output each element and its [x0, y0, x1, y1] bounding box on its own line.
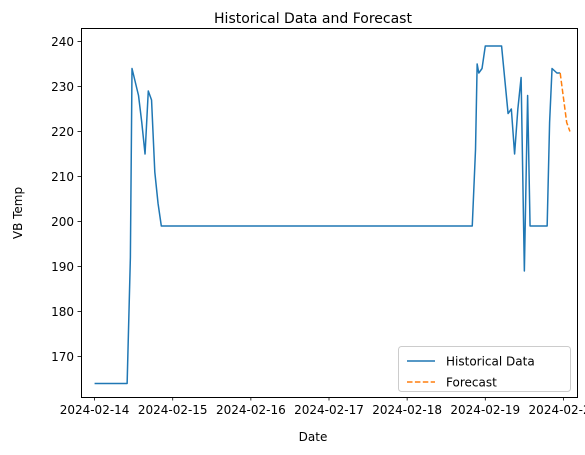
- plot-area: [94, 45, 571, 385]
- y-axis: 170 180 190 200 210 220 230 240: [51, 35, 81, 364]
- y-axis-label: VB Temp: [11, 187, 25, 239]
- series-line-0: [94, 45, 561, 385]
- y-tick-label: 210: [51, 170, 74, 184]
- y-tick-label: 230: [51, 80, 74, 94]
- legend-label-1: Forecast: [446, 376, 497, 390]
- legend-box: [398, 346, 571, 392]
- y-tick-label: 220: [51, 125, 74, 139]
- x-tick-label: 2024-02-19: [450, 403, 520, 417]
- x-tick-label: 2024-02-18: [372, 403, 442, 417]
- x-tick-label: 2024-02-20: [529, 403, 585, 417]
- x-tick-label: 2024-02-15: [138, 403, 208, 417]
- y-tick-label: 200: [51, 215, 74, 229]
- legend: Historical Data Forecast: [398, 346, 571, 392]
- x-axis: 2024-02-14 2024-02-15 2024-02-16 2024-02-17…: [60, 397, 585, 417]
- y-tick-label: 190: [51, 260, 74, 274]
- x-tick-label: 2024-02-14: [60, 403, 130, 417]
- x-tick-label: 2024-02-16: [216, 403, 286, 417]
- plot-frame: [81, 28, 578, 398]
- x-tick-label: 2024-02-17: [294, 403, 364, 417]
- chart-title: Historical Data and Forecast: [214, 11, 412, 27]
- series-line-1: [559, 72, 571, 132]
- x-axis-label: Date: [299, 430, 328, 444]
- y-tick-label: 240: [51, 35, 74, 49]
- y-tick-label: 180: [51, 305, 74, 319]
- legend-label-0: Historical Data: [446, 355, 535, 369]
- y-tick-label: 170: [51, 350, 74, 364]
